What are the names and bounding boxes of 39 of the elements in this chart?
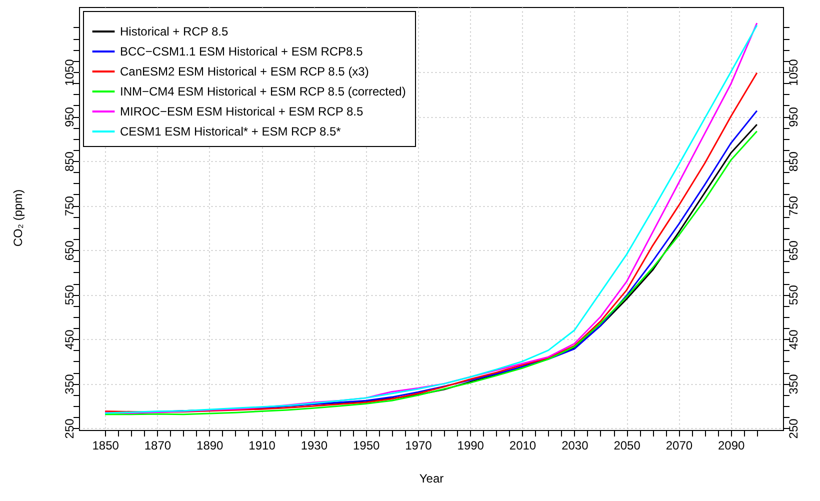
- y2-tick-label: 950: [786, 106, 800, 128]
- y-tick-label: 850: [62, 151, 76, 172]
- x-tick-label: 1870: [144, 438, 172, 452]
- y2-tick-label: 650: [786, 240, 800, 261]
- y2-tick-label: 350: [786, 374, 800, 394]
- x-tick-label: 1950: [352, 438, 380, 452]
- x-tick-label: 1930: [300, 438, 328, 452]
- legend-label: CanESM2 ESM Historical + ESM RCP 8.5 (x3): [120, 64, 369, 78]
- legend-label: Historical + RCP 8.5: [120, 24, 228, 38]
- x-tick-label: 1910: [248, 438, 276, 452]
- y-axis-title: CO₂ (ppm): [11, 189, 25, 247]
- x-tick-label: 1990: [457, 438, 484, 452]
- y2-tick-label: 450: [786, 329, 800, 350]
- y2-tick-label: 1050: [786, 58, 800, 86]
- x-tick-label: 1890: [196, 438, 224, 452]
- x-axis-title: Year: [419, 472, 444, 486]
- y-tick-label: 550: [62, 284, 76, 306]
- y2-tick-label: 850: [786, 151, 800, 172]
- x-tick-label: 1970: [405, 438, 432, 452]
- y-tick-label: 350: [62, 374, 76, 394]
- legend-label: CESM1 ESM Historical* + ESM RCP 8.5*: [120, 124, 342, 138]
- y2-tick-label: 250: [786, 418, 800, 439]
- y-tick-label: 950: [62, 106, 76, 128]
- y-tick-label: 650: [62, 240, 76, 261]
- y-tick-label: 1050: [62, 58, 76, 86]
- legend-label: MIROC−ESM ESM Historical + ESM RCP 8.5: [120, 104, 364, 118]
- y-tick-label: 750: [62, 196, 76, 216]
- y-tick-label: 450: [62, 329, 76, 350]
- legend-label: INM−CM4 ESM Historical + ESM RCP 8.5 (corrected): [120, 84, 406, 98]
- x-tick-label: 2010: [509, 438, 536, 452]
- y2-tick-label: 550: [786, 284, 800, 306]
- x-tick-label: 2070: [666, 438, 693, 452]
- x-tick-label: 2030: [562, 438, 589, 452]
- x-tick-label: 1850: [92, 438, 120, 452]
- legend-label: BCC−CSM1.1 ESM Historical + ESM RCP8.5: [120, 44, 364, 58]
- y-tick-label: 250: [62, 418, 76, 439]
- x-tick-label: 2050: [614, 438, 641, 452]
- y2-tick-label: 750: [786, 196, 800, 216]
- x-tick-label: 2090: [718, 438, 746, 452]
